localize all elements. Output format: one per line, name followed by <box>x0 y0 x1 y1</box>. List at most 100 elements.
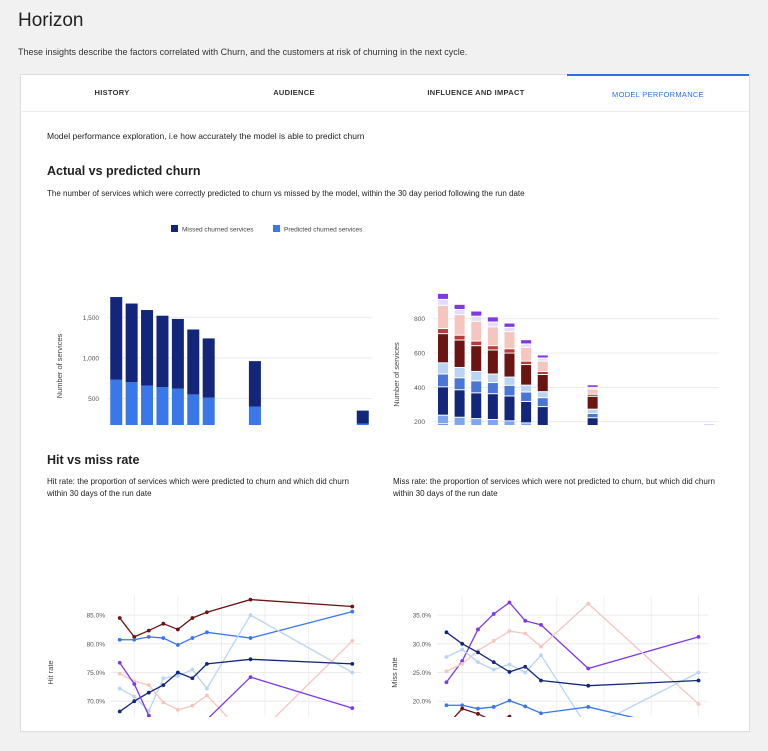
data-point <box>476 711 480 716</box>
bar-segment <box>537 371 548 375</box>
legend-swatch <box>171 225 178 232</box>
bar-segment <box>504 349 515 353</box>
data-point <box>696 678 701 683</box>
data-point <box>523 618 528 623</box>
tab-model-performance[interactable]: MODEL PERFORMANCE <box>567 74 749 112</box>
data-point <box>146 628 151 633</box>
bar-segment <box>202 338 215 398</box>
data-point <box>205 686 209 691</box>
bar-segment <box>141 310 154 386</box>
bar-segment <box>248 361 261 407</box>
y-tick-label: 75.0% <box>87 670 106 677</box>
bar-segment <box>587 394 598 396</box>
data-point <box>146 690 151 695</box>
miss-rate-description: Miss rate: the proportion of services wh… <box>393 477 715 498</box>
y-tick-label: 600 <box>414 351 425 358</box>
data-point <box>175 627 180 632</box>
content-card: HISTORY AUDIENCE INFLUENCE AND IMPACT MO… <box>20 74 750 732</box>
data-point <box>132 637 137 642</box>
bar-segment <box>171 388 184 425</box>
bar-segment <box>471 311 482 316</box>
data-point <box>507 714 512 717</box>
data-point <box>539 653 543 658</box>
y-axis-label: Miss rate <box>390 657 399 687</box>
data-point <box>248 597 253 602</box>
y-tick-label: 85.0% <box>87 613 106 620</box>
bar-segment <box>487 346 498 350</box>
bar-segment <box>471 419 482 425</box>
bar-segment <box>454 315 465 335</box>
data-point <box>161 621 166 626</box>
bar-segment <box>471 346 482 371</box>
bar-segment <box>171 318 184 389</box>
bar-segment <box>471 341 482 346</box>
data-point <box>132 635 137 639</box>
bar-segment <box>487 350 498 374</box>
data-point <box>696 702 701 706</box>
bar-segment <box>504 421 515 425</box>
tab-influence-and-impact[interactable]: INFLUENCE AND IMPACT <box>427 88 525 97</box>
bar-segment <box>521 365 532 385</box>
data-point <box>444 630 449 635</box>
data-point <box>539 644 543 649</box>
data-point <box>507 629 512 634</box>
data-point <box>117 660 122 665</box>
bar-segment <box>125 382 138 425</box>
y-tick-label: 1,000 <box>83 355 100 362</box>
bar-segment <box>356 410 369 424</box>
data-point <box>146 635 151 639</box>
data-point <box>491 612 496 616</box>
data-point <box>190 703 195 708</box>
bar-segment <box>537 392 548 398</box>
data-point <box>161 636 166 640</box>
data-point <box>696 635 701 639</box>
data-point <box>460 659 465 663</box>
y-tick-label: 35.0% <box>413 613 432 620</box>
bar-segment <box>487 383 498 394</box>
y-tick-label: 800 <box>414 316 425 323</box>
data-point <box>539 678 543 683</box>
data-point <box>117 616 122 620</box>
data-point <box>248 675 253 679</box>
data-point <box>175 670 180 675</box>
data-point <box>146 713 151 717</box>
series-line <box>119 614 353 713</box>
bar-segment <box>437 329 448 334</box>
data-point <box>539 711 543 716</box>
data-point <box>476 706 480 711</box>
data-point <box>476 650 480 655</box>
bar-segment <box>454 378 465 390</box>
series-line <box>446 648 699 717</box>
data-point <box>248 636 253 640</box>
section-title-hit-vs-miss: Hit vs miss rate <box>47 453 140 467</box>
bar-segment <box>537 358 548 361</box>
y-tick-label: 30.0% <box>413 641 432 648</box>
data-point <box>491 705 496 709</box>
bar-segment <box>437 415 448 424</box>
bar-segment <box>521 347 532 361</box>
data-point <box>491 660 496 665</box>
y-axis-label: Hit rate <box>46 660 55 684</box>
bar-segment <box>487 322 498 327</box>
bar-segment <box>437 363 448 374</box>
tab-audience[interactable]: AUDIENCE <box>273 88 315 97</box>
y-tick-label: 70.0% <box>87 699 106 706</box>
data-point <box>175 707 180 712</box>
bar-segment <box>437 387 448 415</box>
tab-history[interactable]: HISTORY <box>94 88 130 97</box>
data-point <box>444 669 449 674</box>
chart-miss-rate: 15.0%20.0%25.0%30.0%35.0%02/11/202205/11… <box>390 595 708 717</box>
data-point <box>460 641 465 646</box>
bar-segment <box>587 418 598 425</box>
bar-segment <box>504 323 515 327</box>
data-point <box>460 647 465 652</box>
bar-segment <box>521 423 532 425</box>
data-point <box>205 610 209 615</box>
data-point <box>696 670 701 675</box>
data-point <box>117 686 122 691</box>
data-point <box>205 661 209 666</box>
legend-swatch <box>273 225 280 232</box>
data-point <box>190 667 195 672</box>
bar-segment <box>487 394 498 419</box>
bar-segment <box>487 327 498 346</box>
